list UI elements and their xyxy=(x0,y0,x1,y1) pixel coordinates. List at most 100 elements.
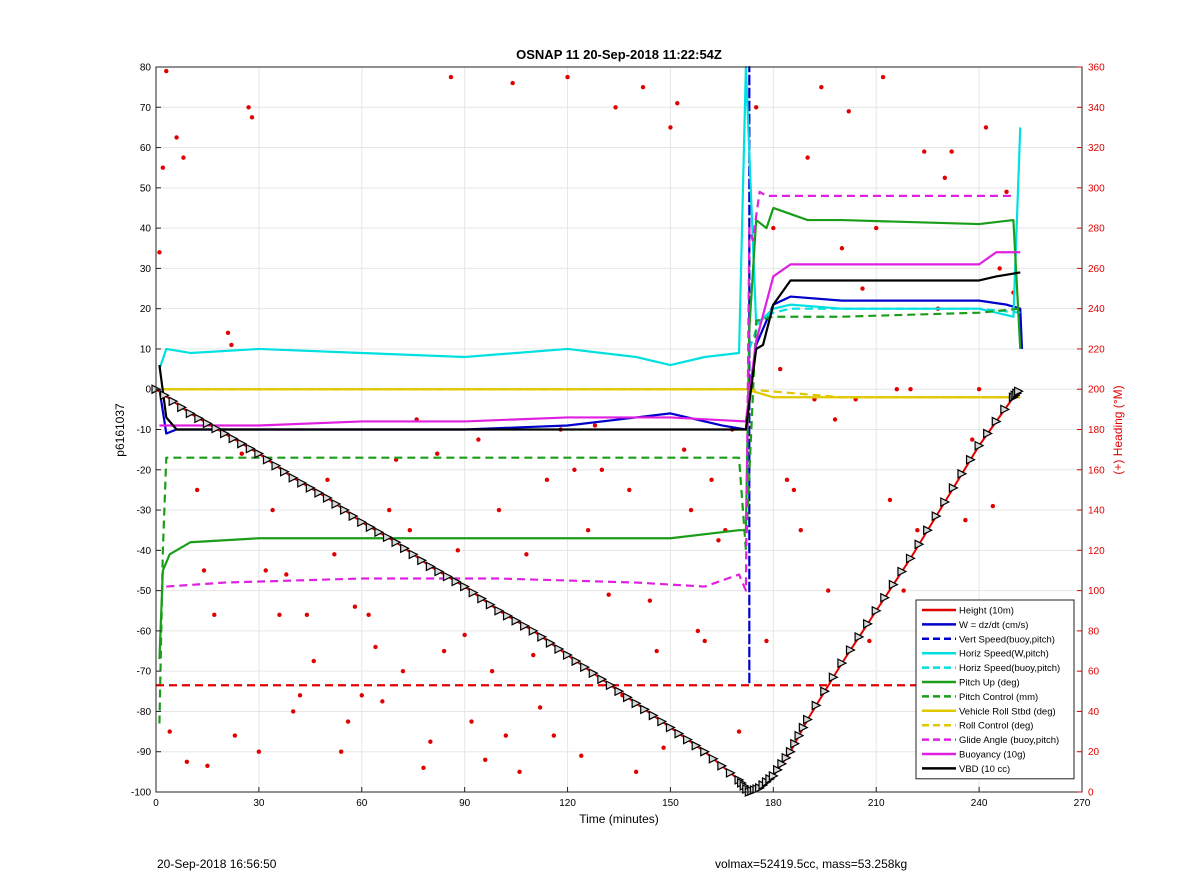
height-marker xyxy=(254,448,265,459)
heading-point xyxy=(668,125,673,130)
right-tick-label: 180 xyxy=(1088,425,1105,436)
height-marker xyxy=(168,396,179,407)
heading-point xyxy=(469,719,474,724)
height-marker xyxy=(417,555,428,566)
heading-point xyxy=(832,417,838,422)
heading-point xyxy=(428,739,433,744)
height-marker xyxy=(940,497,951,507)
heading-point xyxy=(874,225,879,231)
right-tick-label: 0 xyxy=(1088,788,1094,799)
heading-point xyxy=(647,598,653,603)
height-marker xyxy=(528,625,539,636)
x-axis-label: Time (minutes) xyxy=(579,812,659,826)
legend-box xyxy=(915,599,1075,780)
legend-label: Vehicle Roll Stbd (deg) xyxy=(959,706,1056,717)
height-marker xyxy=(460,581,471,592)
right-tick-label: 320 xyxy=(1088,143,1105,154)
height-marker xyxy=(648,710,659,721)
y-tick-label: 60 xyxy=(140,143,152,154)
right-tick-label: 20 xyxy=(1088,747,1100,758)
heading-point xyxy=(777,366,783,372)
y-tick-label: 80 xyxy=(140,63,152,74)
height-marker xyxy=(262,454,273,465)
right-axis-label: (+) Heading (°M) xyxy=(1111,385,1125,474)
height-marker xyxy=(837,658,848,669)
height-marker xyxy=(914,539,925,550)
heading-point xyxy=(592,423,598,428)
heading-point xyxy=(613,105,618,110)
y-axis-ticks: -100-90-80-70-60-50-40-30-20-10010203040… xyxy=(131,63,161,799)
heading-point xyxy=(661,745,666,750)
heading-point xyxy=(400,668,406,674)
heading-point xyxy=(232,733,238,738)
heading-point xyxy=(249,115,255,120)
height-marker xyxy=(682,734,693,745)
series-line xyxy=(162,388,1021,399)
height-marker xyxy=(708,753,719,764)
heading-point xyxy=(524,552,529,557)
height-marker xyxy=(897,566,908,577)
heading-point xyxy=(867,638,872,644)
height-marker xyxy=(665,722,676,733)
heading-point xyxy=(771,225,776,231)
height-marker xyxy=(640,704,651,715)
height-marker xyxy=(631,698,642,709)
heading-point xyxy=(201,568,207,573)
heading-point xyxy=(277,612,282,617)
heading-point xyxy=(455,548,461,553)
heading-point xyxy=(640,84,646,90)
y-tick-label: -90 xyxy=(137,747,152,758)
x-tick-label: 120 xyxy=(559,798,576,809)
heading-point xyxy=(284,572,289,577)
heading-point xyxy=(753,105,759,110)
heading-point xyxy=(373,644,378,650)
heading-point xyxy=(880,74,886,80)
heading-point xyxy=(798,527,803,533)
legend-label: Horiz Speed(buoy,pitch) xyxy=(959,663,1060,674)
height-marker xyxy=(159,390,170,401)
height-marker xyxy=(305,482,316,493)
right-tick-label: 220 xyxy=(1088,344,1105,355)
height-marker xyxy=(297,477,308,488)
legend: Height (10m) W = dz/dt (cm/s) Vert Speed(b… xyxy=(915,599,1075,780)
height-marker xyxy=(219,428,230,439)
heading-point xyxy=(579,753,584,758)
heading-point xyxy=(654,648,659,654)
right-tick-label: 200 xyxy=(1088,385,1105,396)
heading-point xyxy=(212,612,217,617)
height-marker xyxy=(537,631,548,642)
right-tick-label: 300 xyxy=(1088,183,1105,194)
heading-point xyxy=(633,769,639,775)
heading-point xyxy=(716,538,721,543)
right-axis-ticks: 0 20 40 60 80 100 120 140 160 180 200 220 240 260 280 3… xyxy=(1077,63,1105,799)
right-tick-label: 240 xyxy=(1088,304,1105,315)
heading-point xyxy=(164,68,169,74)
height-marker xyxy=(228,433,239,444)
height-marker xyxy=(280,466,290,477)
legend-label: Horiz Speed(W,pitch) xyxy=(959,649,1049,660)
heading-point xyxy=(366,612,371,617)
heading-point xyxy=(922,149,927,154)
heading-point xyxy=(421,765,426,771)
height-marker xyxy=(520,620,531,631)
x-tick-label: 60 xyxy=(356,798,368,809)
height-marker xyxy=(923,525,934,536)
y-tick-label: 10 xyxy=(140,344,152,355)
heading-point xyxy=(387,507,392,513)
height-marker xyxy=(400,543,410,554)
heading-point xyxy=(157,250,162,255)
series-line xyxy=(158,206,1022,660)
heading-point xyxy=(339,749,344,754)
heading-point xyxy=(256,749,262,754)
right-tick-label: 100 xyxy=(1088,586,1105,597)
height-marker xyxy=(725,767,736,778)
height-marker xyxy=(1013,386,1024,397)
height-marker xyxy=(614,686,625,697)
footer-volmax-mass: volmax=52419.5cc, mass=53.258kg xyxy=(715,857,908,871)
legend-label: Glide Angle (buoy,pitch) xyxy=(959,735,1059,746)
height-marker xyxy=(854,631,865,642)
right-tick-label: 360 xyxy=(1088,63,1105,74)
y-axis-label: p6161037 xyxy=(113,403,127,457)
height-marker xyxy=(957,468,968,479)
heading-point xyxy=(205,763,210,769)
